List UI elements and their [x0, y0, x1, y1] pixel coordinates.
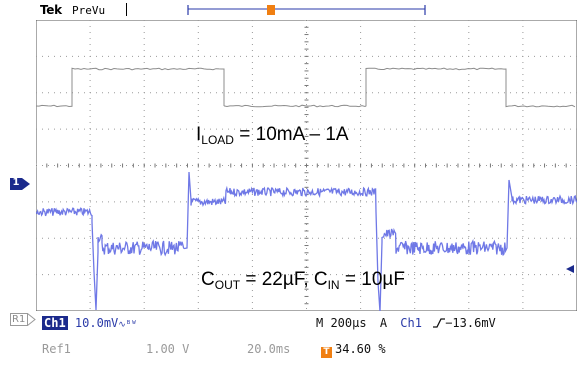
tek-logo: Tek [40, 3, 62, 17]
ref1-label[interactable]: Ref1 [42, 342, 71, 356]
acquisition-mode-label: PreVu [72, 4, 106, 17]
load-current-trace [36, 67, 576, 108]
top-status-bar [0, 0, 579, 20]
timebase-readout[interactable]: M 200µs A Ch1 −13.6mV [316, 316, 496, 330]
trigger-position-icon[interactable] [267, 5, 275, 15]
ch1-voltage-trace [36, 171, 577, 311]
ch1-ground-marker[interactable]: 1 [10, 176, 32, 190]
ref1-marker-label: R1 [12, 314, 26, 325]
ref1-timebase: 20.0ms [247, 342, 291, 356]
ref1-marker[interactable]: R1 [10, 313, 36, 326]
bandwidth-limit-icon: ∿ᴮᵂ [118, 320, 137, 330]
waveform-display[interactable] [36, 20, 577, 311]
trigger-position-badge-icon: T [321, 347, 332, 358]
trigger-position-value: 34.60 % [335, 342, 386, 356]
ch1-scale: 10.0mV [74, 316, 119, 330]
capacitance-annotation: COUT = 22µF, CIN = 10µF [201, 269, 405, 292]
header-divider [126, 3, 127, 16]
ref1-scale: 1.00 V [146, 342, 190, 356]
record-view-bracket[interactable] [0, 0, 579, 45]
trigger-level: −13.6mV [445, 316, 496, 330]
rising-edge-icon [433, 317, 446, 329]
acquisition-state: A [379, 316, 388, 330]
graticule-grid [36, 20, 577, 311]
trigger-position-readout[interactable]: T 34.60 % [321, 342, 386, 358]
ch1-readout[interactable]: Ch1 10.0mV∿ᴮᵂ [42, 316, 137, 330]
horizontal-scale: M 200µs [316, 316, 367, 330]
trigger-level-arrow-icon[interactable] [565, 264, 575, 274]
ch1-marker-label: 1 [12, 177, 20, 188]
trigger-source: Ch1 [400, 316, 422, 330]
ch1-badge[interactable]: Ch1 [42, 316, 68, 330]
load-current-annotation: ILOAD = 10mA – 1A [196, 124, 349, 147]
